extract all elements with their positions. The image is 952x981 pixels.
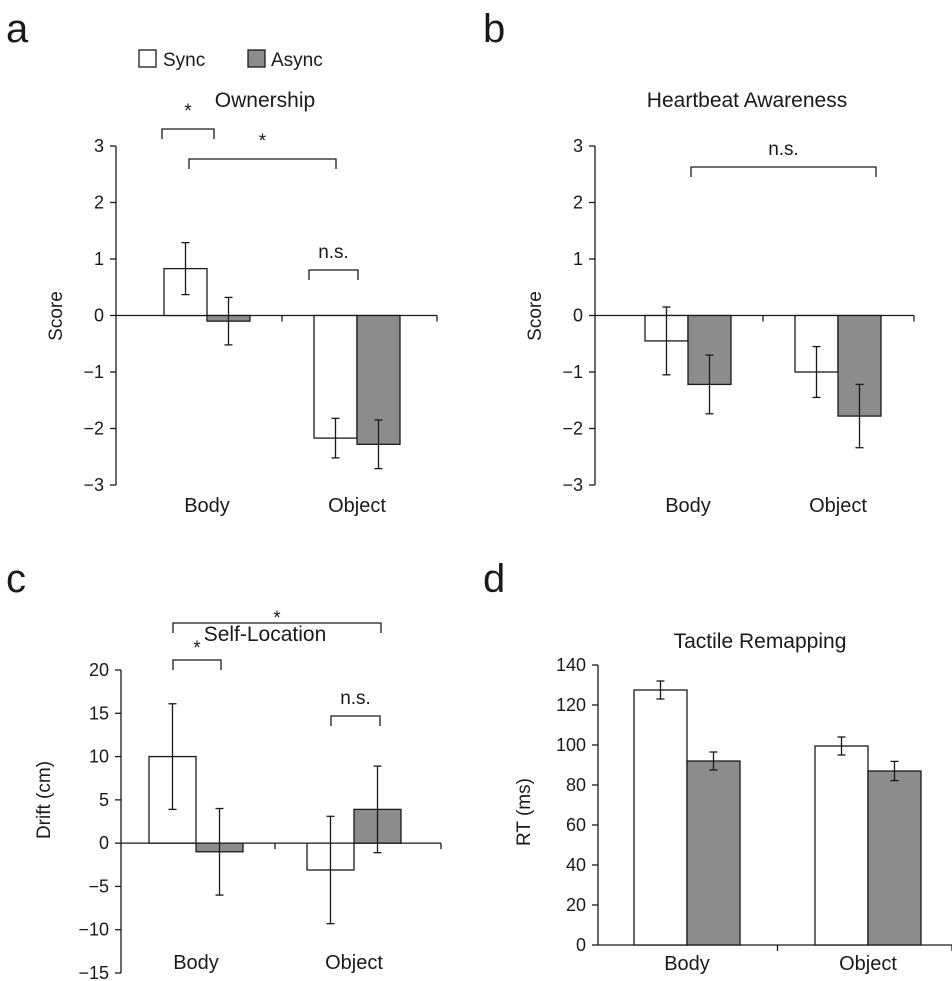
chart-panel-d: 140 120 100 80 60 40 20 0 Body Object	[556, 655, 952, 975]
panel-b-y-tick-label: 1	[573, 249, 583, 269]
panel-b-y-tick-label: −2	[562, 419, 583, 439]
panel-d-bar-object-async	[867, 770, 922, 946]
panel-a-category-label: Body	[184, 495, 230, 517]
panel-d-bar-object-sync	[814, 745, 869, 946]
panel-c-y-tick-label: 10	[89, 747, 109, 767]
panel-c-y-tick-label: −10	[78, 920, 109, 940]
chart-panel-c: 20 15 10 5 0 −5 −10 −15 Body Object * * n.s.	[78, 608, 442, 981]
legend-swatch-sync	[138, 49, 157, 68]
panel-a-y-tick-label: −3	[83, 475, 104, 495]
panel-b-category-label: Object	[809, 495, 867, 517]
panel-a-y-tick-label: 1	[94, 249, 104, 269]
panel-d-y-tick-label: 140	[556, 655, 586, 675]
panel-c-significance-label: *	[273, 608, 281, 629]
panel-c-y-tick-label: −15	[78, 963, 109, 981]
panel-d-y-tick-label: 120	[556, 695, 586, 715]
panel-letter-a: a	[6, 7, 29, 51]
legend-label-async: Async	[271, 50, 323, 71]
panel-b-category-label: Body	[665, 495, 711, 517]
panel-a-y-tick-label: 3	[94, 136, 104, 156]
panel-d-y-tick-label: 60	[566, 815, 586, 835]
chart-panel-b: 3 2 1 0 −1 −2 −3 Body Object n.s.	[562, 136, 915, 517]
legend: Sync Async	[138, 49, 323, 71]
panel-b-significance-label: n.s.	[768, 139, 799, 160]
panel-c-significance-bracket	[172, 622, 382, 633]
panel-letter-d: d	[483, 557, 505, 601]
panel-c-category-label: Body	[173, 952, 219, 974]
panel-c-y-tick-label: 5	[99, 790, 109, 810]
panel-d-category-label: Object	[839, 953, 897, 975]
panel-d-y-tick-label: 80	[566, 775, 586, 795]
panel-b-y-tick-label: 3	[573, 136, 583, 156]
panel-a-significance-bracket	[308, 269, 359, 280]
panel-a-ylabel: Score	[46, 291, 67, 341]
panel-c-y-tick-label: −5	[88, 876, 109, 896]
panel-a-significance-bracket	[188, 158, 337, 169]
panel-c-y-tick-label: 20	[89, 660, 109, 680]
panel-letter-b: b	[483, 7, 505, 51]
panel-c-significance-label: n.s.	[340, 688, 371, 709]
panel-b-significance-bracket	[690, 166, 877, 177]
panel-d-y-tick-label: 100	[556, 735, 586, 755]
chart-panel-a: 3 2 1 0 −1 −2 −3 Body Object * * n.s.	[83, 101, 438, 517]
panel-a-significance-bracket	[161, 128, 215, 139]
panel-a-y-tick-label: 2	[94, 193, 104, 213]
panel-c-category-label: Object	[325, 952, 383, 974]
panel-c-y-tick-label: 0	[99, 833, 109, 853]
panel-a-significance-label: n.s.	[318, 242, 349, 263]
panel-a-y-tick-label: 0	[94, 306, 104, 326]
legend-label-sync: Sync	[163, 50, 205, 71]
panel-d-y-tick-label: 20	[566, 895, 586, 915]
panel-b-title: Heartbeat Awareness	[647, 89, 847, 112]
panel-c-significance-label: *	[193, 638, 201, 659]
panel-c-significance-bracket	[330, 715, 381, 726]
panel-d-ylabel: RT (ms)	[514, 778, 535, 846]
panel-c-y-tick-label: 15	[89, 703, 109, 723]
panel-b-ylabel: Score	[525, 291, 546, 341]
panel-d-bar-body-sync	[633, 689, 688, 946]
panel-a-y-tick-label: −1	[83, 362, 104, 382]
panel-d-category-label: Body	[664, 953, 710, 975]
panel-d-title: Tactile Remapping	[674, 630, 847, 653]
panel-d-y-tick-label: 40	[566, 855, 586, 875]
panel-c-ylabel: Drift (cm)	[34, 761, 55, 839]
panel-b-y-tick-label: 2	[573, 193, 583, 213]
panel-b-y-tick-label: −3	[562, 475, 583, 495]
panel-b-y-tick-label: −1	[562, 362, 583, 382]
panel-b-y-tick-label: 0	[573, 306, 583, 326]
panel-c-significance-bracket	[172, 659, 222, 670]
panel-letter-c: c	[6, 557, 26, 601]
panel-a-title: Ownership	[215, 89, 315, 112]
panel-a-significance-label: *	[184, 101, 192, 122]
panel-d-y-tick-label: 0	[576, 935, 586, 955]
panel-d-bar-body-async	[686, 760, 741, 946]
panel-c-title: Self-Location	[204, 623, 327, 646]
legend-swatch-async	[247, 49, 266, 68]
panel-a-y-tick-label: −2	[83, 419, 104, 439]
panel-a-category-label: Object	[328, 495, 386, 517]
panel-a-significance-label: *	[259, 131, 267, 152]
